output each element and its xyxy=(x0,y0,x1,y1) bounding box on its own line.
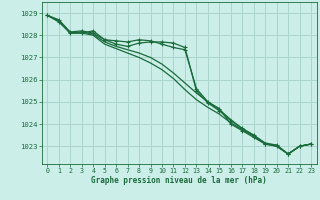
X-axis label: Graphe pression niveau de la mer (hPa): Graphe pression niveau de la mer (hPa) xyxy=(91,176,267,185)
